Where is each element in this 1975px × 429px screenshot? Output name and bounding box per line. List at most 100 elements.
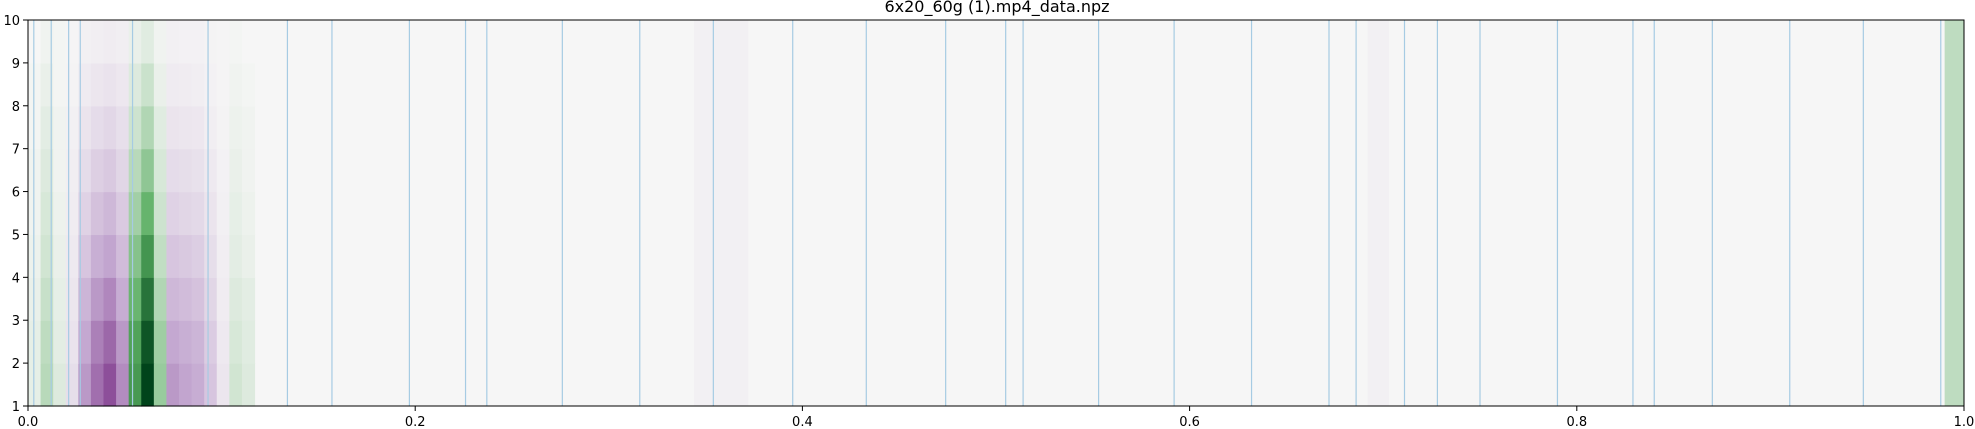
- heat-cell: [78, 320, 92, 364]
- heat-cell: [204, 234, 218, 278]
- heat-cell: [216, 277, 230, 321]
- heat-cell: [28, 191, 42, 236]
- heat-cell: [65, 148, 79, 193]
- heat-cell: [103, 320, 117, 364]
- heat-cell: [153, 62, 168, 107]
- heat-cell: [166, 105, 180, 150]
- heat-band: [693, 20, 749, 406]
- heat-cell: [53, 105, 67, 150]
- heat-cell: [191, 148, 205, 193]
- heat-cell: [103, 234, 117, 278]
- heat-cell: [229, 148, 243, 193]
- heat-cell: [116, 320, 130, 364]
- heat-cell: [179, 20, 193, 64]
- heat-cell: [90, 105, 105, 150]
- heat-cell: [128, 320, 142, 364]
- heat-cell: [103, 277, 117, 321]
- heat-cell: [191, 191, 205, 236]
- chart-title: 6x20_60g (1).mp4_data.npz: [884, 0, 1109, 17]
- heat-cell: [53, 277, 67, 321]
- heat-cell: [204, 277, 218, 321]
- heat-cell: [128, 234, 142, 278]
- heat-cell: [116, 234, 130, 278]
- heat-cell: [216, 363, 230, 407]
- heat-cell: [116, 277, 130, 321]
- heat-cell: [204, 20, 218, 64]
- heat-cell: [141, 320, 155, 364]
- heat-cell: [179, 277, 193, 321]
- heat-cell: [40, 363, 54, 407]
- heat-cell: [78, 20, 92, 64]
- heat-cell: [28, 148, 42, 193]
- heat-cell: [166, 20, 180, 64]
- heat-cell: [53, 148, 67, 193]
- heat-cell: [229, 191, 243, 236]
- x-axis: 0.0 0.2 0.4 0.6 0.8 1.0: [18, 406, 1975, 429]
- heat-cell: [166, 363, 180, 407]
- heat-cell: [103, 20, 117, 64]
- heat-cell: [216, 191, 230, 236]
- heat-cell: [204, 105, 218, 150]
- heat-cell: [191, 320, 205, 364]
- heat-cell: [28, 363, 42, 407]
- heat-cell: [65, 234, 79, 278]
- heat-cell: [179, 191, 193, 236]
- heat-cell: [229, 62, 243, 107]
- heat-cell: [191, 363, 205, 407]
- plot-background: [28, 20, 1964, 406]
- heat-cell: [116, 20, 130, 64]
- heat-cell: [78, 234, 92, 278]
- heat-cell: [153, 20, 168, 64]
- x-tick-label: 0.8: [1566, 415, 1587, 429]
- heat-cell: [65, 363, 79, 407]
- heat-cell: [191, 277, 205, 321]
- heat-cell: [116, 105, 130, 150]
- heat-cell: [53, 320, 67, 364]
- heat-cell: [153, 105, 168, 150]
- heat-cell: [153, 234, 168, 278]
- heat-cell: [40, 148, 54, 193]
- heat-cell: [28, 277, 42, 321]
- heat-cell: [53, 363, 67, 407]
- heat-cell: [216, 20, 230, 64]
- heat-cell: [216, 105, 230, 150]
- heat-cell: [78, 277, 92, 321]
- heat-cell: [241, 105, 256, 150]
- heat-cell: [65, 20, 79, 64]
- heat-cell: [40, 105, 54, 150]
- heat-cell: [179, 320, 193, 364]
- heat-cell: [116, 62, 130, 107]
- y-axis: 1 2 3 4 5 6 7 8 9 10: [3, 14, 28, 415]
- x-tick-label: 1.0: [1954, 415, 1975, 429]
- heat-cell: [141, 20, 155, 64]
- y-tick-label: 8: [12, 100, 20, 115]
- y-tick-label: 4: [12, 271, 20, 286]
- heat-layer: [28, 20, 1964, 407]
- heat-cell: [28, 105, 42, 150]
- heat-cell: [90, 191, 105, 236]
- heat-cell: [229, 105, 243, 150]
- heat-cell: [53, 191, 67, 236]
- heat-cell: [78, 191, 92, 236]
- y-tick-label: 9: [12, 57, 20, 72]
- heat-cell: [40, 277, 54, 321]
- heat-cell: [90, 277, 105, 321]
- heat-cell: [229, 234, 243, 278]
- y-tick-label: 3: [12, 314, 20, 329]
- heat-cell: [216, 234, 230, 278]
- heat-cell: [204, 363, 218, 407]
- heat-cell: [179, 148, 193, 193]
- heat-cell: [241, 320, 256, 364]
- heat-cell: [153, 277, 168, 321]
- y-tick-label: 10: [3, 14, 20, 29]
- heat-cell: [204, 320, 218, 364]
- heat-cell: [191, 20, 205, 64]
- heat-cell: [78, 62, 92, 107]
- heat-cell: [90, 234, 105, 278]
- heat-cell: [28, 62, 42, 107]
- heat-cell: [28, 320, 42, 364]
- heat-cell: [65, 105, 79, 150]
- heat-cell: [90, 363, 105, 407]
- heat-cell: [179, 234, 193, 278]
